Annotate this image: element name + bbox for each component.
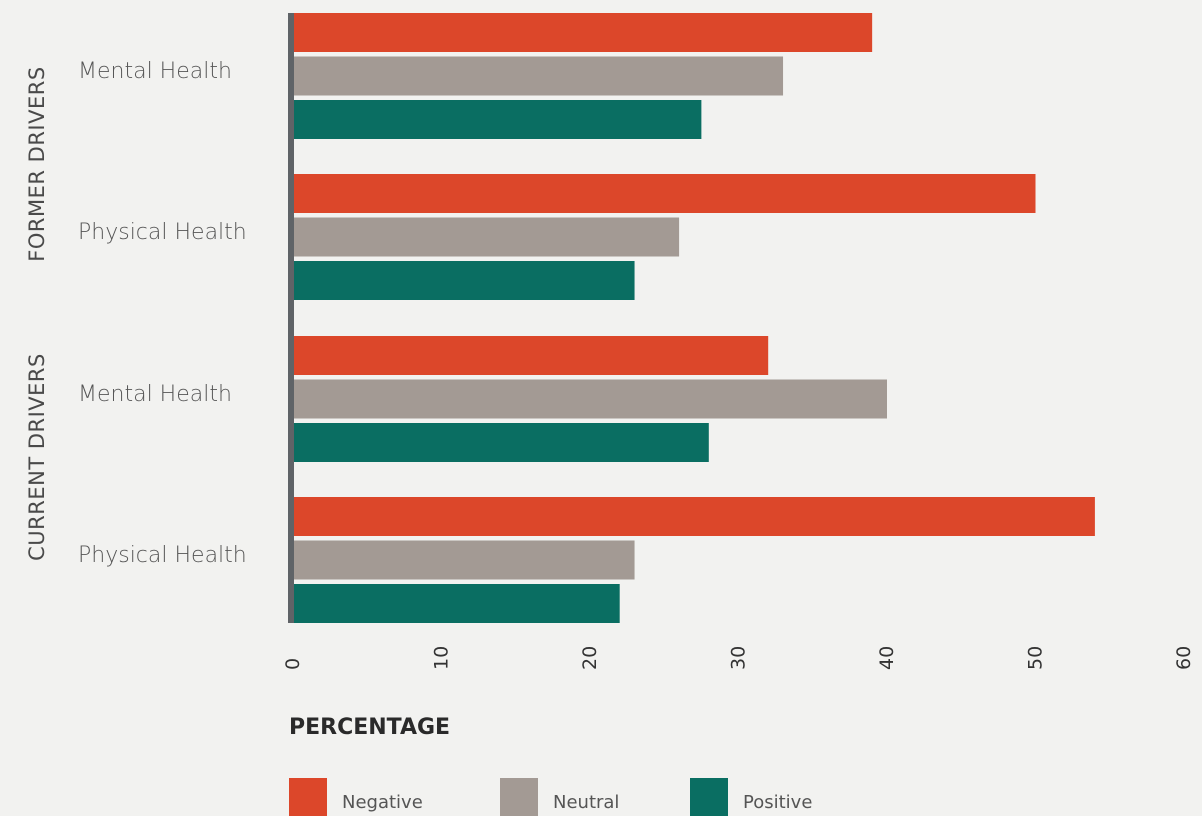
bar-positive-1 (293, 261, 635, 300)
legend-label-positive: Positive (743, 792, 812, 813)
category-label: Mental Health (78, 382, 232, 407)
bar-negative-3 (293, 497, 1095, 536)
bar-neutral-1 (293, 217, 680, 257)
y-axis-line (288, 13, 294, 623)
category-label: Physical Health (78, 220, 247, 245)
x-tick-label: 0 (282, 658, 304, 670)
legend-swatch-negative (289, 778, 327, 816)
x-tick-label: 50 (1025, 646, 1047, 670)
x-axis-title: PERCENTAGE (289, 715, 450, 740)
x-tick-label: 20 (579, 646, 601, 670)
bar-neutral-3 (293, 540, 635, 580)
x-tick-label: 40 (876, 646, 898, 670)
legend: Negative Neutral Positive (289, 778, 812, 816)
category-label: Mental Health (78, 59, 232, 84)
x-tick-label: 10 (431, 646, 453, 670)
x-tick-label: 30 (728, 646, 750, 670)
bar-neutral-2 (293, 379, 887, 419)
legend-swatch-positive (690, 778, 728, 816)
legend-label-negative: Negative (342, 792, 423, 813)
legend-swatch-neutral (500, 778, 538, 816)
bar-positive-3 (293, 584, 620, 623)
bars (293, 13, 1095, 623)
category-label: Physical Health (78, 543, 247, 568)
group-labels: FORMER DRIVERS CURRENT DRIVERS (25, 66, 49, 561)
bar-negative-2 (293, 336, 769, 375)
bar-neutral-0 (293, 56, 784, 96)
legend-label-neutral: Neutral (553, 792, 619, 813)
x-axis-ticks: 0 10 20 30 40 50 60 (282, 646, 1195, 670)
bar-negative-0 (293, 13, 873, 52)
bar-positive-0 (293, 100, 702, 139)
group-label-current-drivers: CURRENT DRIVERS (25, 353, 49, 561)
x-tick-label: 60 (1173, 646, 1195, 670)
bar-negative-1 (293, 174, 1036, 213)
category-labels: Mental Health Physical Health Mental Healt… (78, 59, 247, 568)
bar-positive-2 (293, 423, 709, 462)
group-label-former-drivers: FORMER DRIVERS (25, 66, 49, 261)
